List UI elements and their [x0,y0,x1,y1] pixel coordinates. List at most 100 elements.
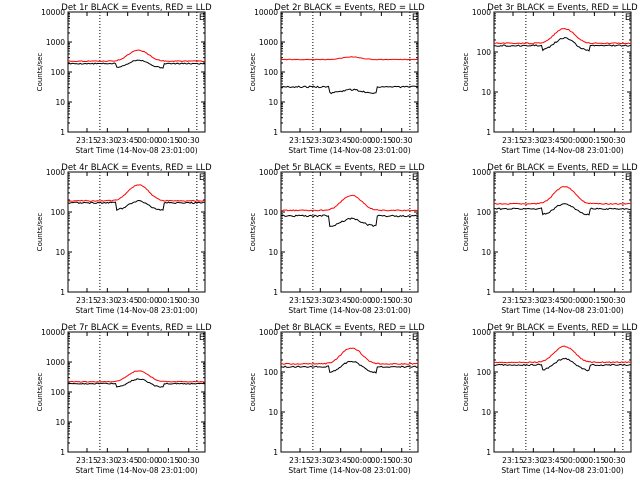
corner-glyph: E [199,173,205,183]
y-tick-label: 1000 [259,38,278,47]
y-tick-label: 100 [51,208,66,217]
y-axis-label: Counts/sec [249,213,257,252]
y-tick-label: 1 [486,288,491,297]
events-series-line [67,378,206,388]
x-tick-label: 00:15 [158,296,180,305]
y-tick-label: 100 [477,208,492,217]
y-tick-label: 1000 [46,358,65,367]
chart-title: Det 4r BLACK = Events, RED = LLD [61,163,212,173]
x-tick-label: 23:30 [310,456,332,465]
y-axis-label: Counts/sec [249,53,257,92]
plot-frame [493,331,632,453]
x-tick-label: 00:30 [178,296,200,305]
x-tick-label: 00:15 [158,456,180,465]
y-tick-label: 100 [477,48,492,57]
chart-title: Det 1r BLACK = Events, RED = LLD [61,3,212,13]
x-tick-label: 00:30 [391,456,413,465]
x-axis-label: Start Time (14-Nov-08 23:01:00) [75,306,197,315]
x-tick-label: 23:45 [543,136,565,145]
y-tick-label: 1 [486,448,491,457]
y-axis-label: Counts/sec [36,213,44,252]
plot-frame [280,11,419,133]
y-tick-label: 1000 [472,168,491,177]
corner-glyph: E [412,333,418,343]
y-tick-label: 10 [481,408,491,417]
x-tick-label: 23:45 [543,456,565,465]
x-tick-label: 23:45 [330,456,352,465]
x-axis-label: Start Time (14-Nov-08 23:01:00) [75,466,197,475]
x-tick-label: 00:30 [604,456,626,465]
y-tick-label: 1 [273,288,278,297]
x-tick-label: 00:30 [604,296,626,305]
x-axis-label: Start Time (14-Nov-08 23:01:00) [501,146,623,155]
events-series-line [493,357,632,372]
y-tick-label: 1 [273,128,278,137]
y-tick-label: 10000 [41,8,65,17]
y-tick-label: 100 [264,368,279,377]
x-tick-label: 23:30 [97,296,119,305]
lld-series-line [280,56,419,61]
y-tick-label: 1000 [46,38,65,47]
y-tick-label: 100 [477,368,492,377]
x-tick-label: 00:00 [563,136,585,145]
x-tick-label: 23:15 [76,136,98,145]
y-tick-label: 10 [55,418,65,427]
plot-frame [493,11,632,133]
x-tick-label: 00:00 [137,456,159,465]
x-tick-label: 00:15 [158,136,180,145]
chart-title: Det 2r BLACK = Events, RED = LLD [274,3,425,13]
x-tick-label: 00:00 [350,136,372,145]
x-tick-label: 23:30 [523,456,545,465]
y-axis-label: Counts/sec [462,373,470,412]
corner-glyph: E [199,333,205,343]
x-tick-label: 00:15 [371,136,393,145]
plot-frame [67,11,206,133]
corner-glyph: E [625,173,631,183]
x-tick-label: 00:15 [371,296,393,305]
events-series-line [493,203,632,216]
x-tick-label: 23:45 [117,456,139,465]
corner-glyph: E [412,173,418,183]
y-tick-label: 1000 [472,328,491,337]
x-tick-label: 23:45 [543,296,565,305]
x-tick-label: 23:30 [523,136,545,145]
lld-series-line [493,27,632,45]
lld-series-line [67,184,206,202]
corner-glyph: E [625,13,631,23]
chart-title: Det 5r BLACK = Events, RED = LLD [274,163,425,173]
x-tick-label: 23:15 [76,296,98,305]
y-tick-label: 1 [60,448,65,457]
lld-series-line [280,194,419,212]
plot-frame [493,171,632,293]
chart-title: Det 7r BLACK = Events, RED = LLD [61,323,212,333]
y-tick-label: 1 [486,128,491,137]
events-series-line [280,214,419,228]
chart-title: Det 6r BLACK = Events, RED = LLD [487,163,638,173]
x-axis-label: Start Time (14-Nov-08 23:01:00) [288,146,410,155]
lld-series-line [67,370,206,383]
corner-glyph: E [199,13,205,23]
chart-title: Det 3r BLACK = Events, RED = LLD [487,3,638,13]
x-tick-label: 23:45 [330,136,352,145]
lld-series-line [67,49,206,63]
x-tick-label: 23:15 [502,136,524,145]
x-tick-label: 23:15 [76,456,98,465]
x-tick-label: 00:30 [604,136,626,145]
chart-title: Det 9r BLACK = Events, RED = LLD [487,323,638,333]
x-axis-label: Start Time (14-Nov-08 23:01:00) [288,466,410,475]
x-axis-label: Start Time (14-Nov-08 23:01:00) [501,466,623,475]
y-tick-label: 1000 [259,168,278,177]
plot-frame [67,171,206,293]
x-tick-label: 00:15 [371,456,393,465]
y-tick-label: 1 [60,288,65,297]
y-axis-label: Counts/sec [249,373,257,412]
